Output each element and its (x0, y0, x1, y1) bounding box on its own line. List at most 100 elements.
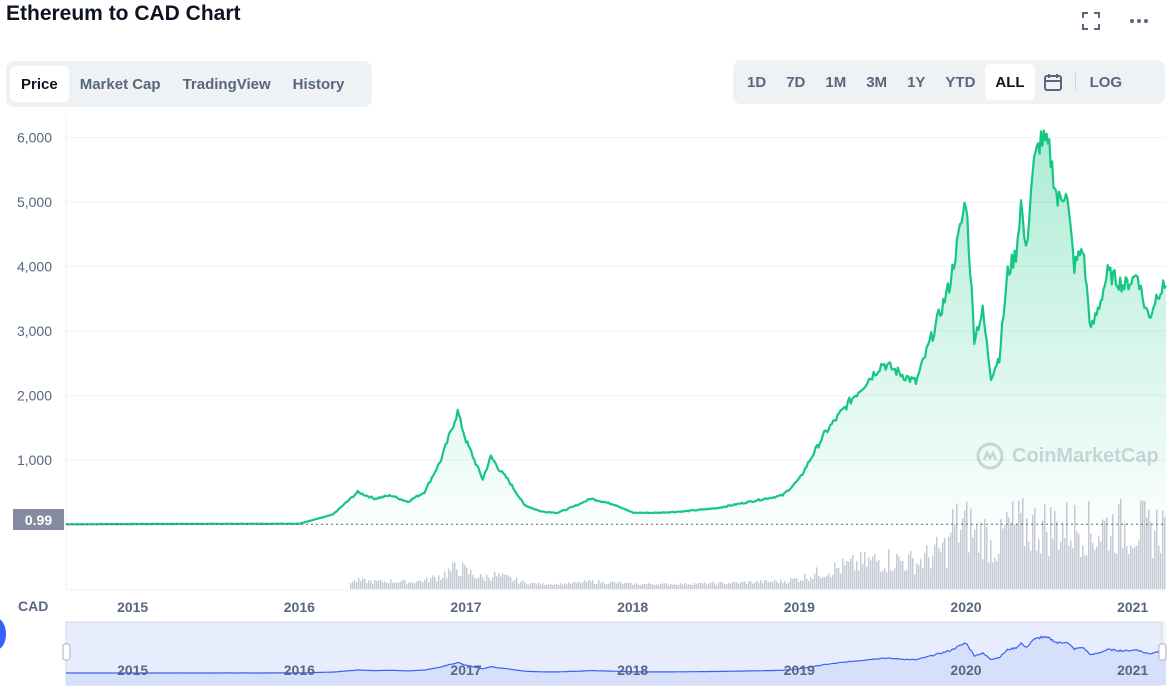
volume-bar (670, 584, 672, 589)
volume-bar (976, 524, 978, 589)
volume-bar (590, 581, 592, 589)
range-1y[interactable]: 1Y (907, 73, 926, 91)
volume-bar (852, 555, 854, 589)
navigator-tick-label: 2021 (1117, 662, 1148, 678)
volume-bar (748, 581, 750, 589)
range-all[interactable]: ALL (985, 64, 1035, 100)
volume-bar (858, 570, 860, 589)
calendar-icon[interactable] (1035, 64, 1071, 100)
navigator[interactable]: 2015 2016 2017 2018 2019 2020 2021 (62, 621, 1167, 686)
volume-bar (412, 582, 414, 589)
tab-price[interactable]: Price (10, 66, 69, 102)
volume-bar (414, 583, 416, 589)
volume-bar (1016, 523, 1018, 589)
volume-bar (616, 583, 618, 589)
tab-tradingview[interactable]: TradingView (182, 75, 271, 93)
volume-bar (524, 582, 526, 589)
volume-bar (1076, 531, 1078, 589)
navigator-right-handle[interactable] (1158, 643, 1167, 661)
volume-bar (882, 570, 884, 589)
volume-bar (788, 582, 790, 589)
volume-bar (934, 544, 936, 589)
volume-bar (388, 583, 390, 589)
volume-bar (756, 580, 758, 589)
volume-bar (860, 552, 862, 589)
volume-bar (1078, 533, 1080, 589)
scroll-indicator[interactable] (0, 618, 6, 650)
navigator-tick-label: 2017 (450, 662, 481, 678)
y-tick-label: 4,000 (17, 258, 52, 274)
volume-bar (726, 583, 728, 589)
range-1d[interactable]: 1D (747, 73, 767, 91)
volume-bar (954, 524, 956, 589)
volume-bar (984, 518, 986, 589)
range-1m[interactable]: 1M (825, 73, 847, 91)
volume-bar (912, 558, 914, 589)
volume-bar (376, 580, 378, 589)
volume-bar (1042, 520, 1044, 589)
volume-bar (1030, 550, 1032, 589)
range-ytd[interactable]: YTD (945, 73, 976, 91)
range-3m[interactable]: 3M (866, 73, 888, 91)
volume-bar (668, 584, 670, 589)
volume-bar (856, 561, 858, 589)
volume-bar (980, 522, 982, 589)
navigator-left-handle[interactable] (62, 643, 71, 661)
volume-bar (444, 571, 446, 589)
volume-bar (1006, 512, 1008, 589)
volume-bar (870, 560, 872, 589)
volume-bar (398, 582, 400, 589)
volume-bar (720, 582, 722, 589)
volume-bar (560, 583, 562, 589)
volume-bar (722, 582, 724, 589)
volume-bar (770, 581, 772, 589)
volume-bar (1140, 500, 1142, 589)
volume-bar (974, 530, 976, 589)
current-price-badge: 0.99 (13, 509, 64, 530)
x-tick-label: 2016 (284, 599, 315, 615)
more-icon[interactable] (1128, 10, 1150, 32)
volume-bar (510, 577, 512, 589)
volume-bar (708, 583, 710, 589)
volume-bar (732, 581, 734, 589)
volume-bar (862, 564, 864, 589)
volume-bar (420, 581, 422, 589)
volume-bar (352, 581, 354, 589)
volume-bar (1110, 536, 1112, 589)
tab-history[interactable]: History (292, 75, 345, 93)
volume-bar (356, 582, 358, 589)
volume-bar (432, 575, 434, 589)
tab-market-cap[interactable]: Market Cap (79, 75, 161, 93)
volume-bar (738, 583, 740, 589)
range-7d[interactable]: 7D (786, 73, 806, 91)
navigator-tick-label: 2019 (784, 662, 815, 678)
volume-bar (772, 582, 774, 589)
volume-bar (842, 558, 844, 589)
volume-bar (1138, 540, 1140, 589)
volume-bar (854, 570, 856, 589)
volume-bar (644, 584, 646, 589)
x-tick-label: 2019 (784, 599, 815, 615)
volume-bar (470, 569, 472, 589)
volume-bar (930, 568, 932, 589)
volume-bar (1100, 541, 1102, 589)
volume-bar (1122, 548, 1124, 589)
volume-bar (832, 574, 834, 589)
volume-bar (798, 582, 800, 589)
volume-bar (676, 584, 678, 589)
volume-bar (1164, 517, 1166, 589)
volume-bar (716, 584, 718, 589)
volume-bar (410, 581, 412, 589)
volume-bar (1022, 498, 1024, 589)
fullscreen-icon[interactable] (1080, 10, 1102, 32)
volume-bar (786, 583, 788, 589)
volume-bar (918, 565, 920, 589)
volume-bar (638, 584, 640, 589)
log-toggle[interactable]: LOG (1089, 73, 1123, 91)
volume-bar (462, 562, 464, 589)
volume-bar (538, 582, 540, 589)
volume-bar (1150, 522, 1152, 589)
volume-bar (534, 583, 536, 589)
volume-bar (1072, 548, 1074, 589)
volume-bar (558, 585, 560, 589)
